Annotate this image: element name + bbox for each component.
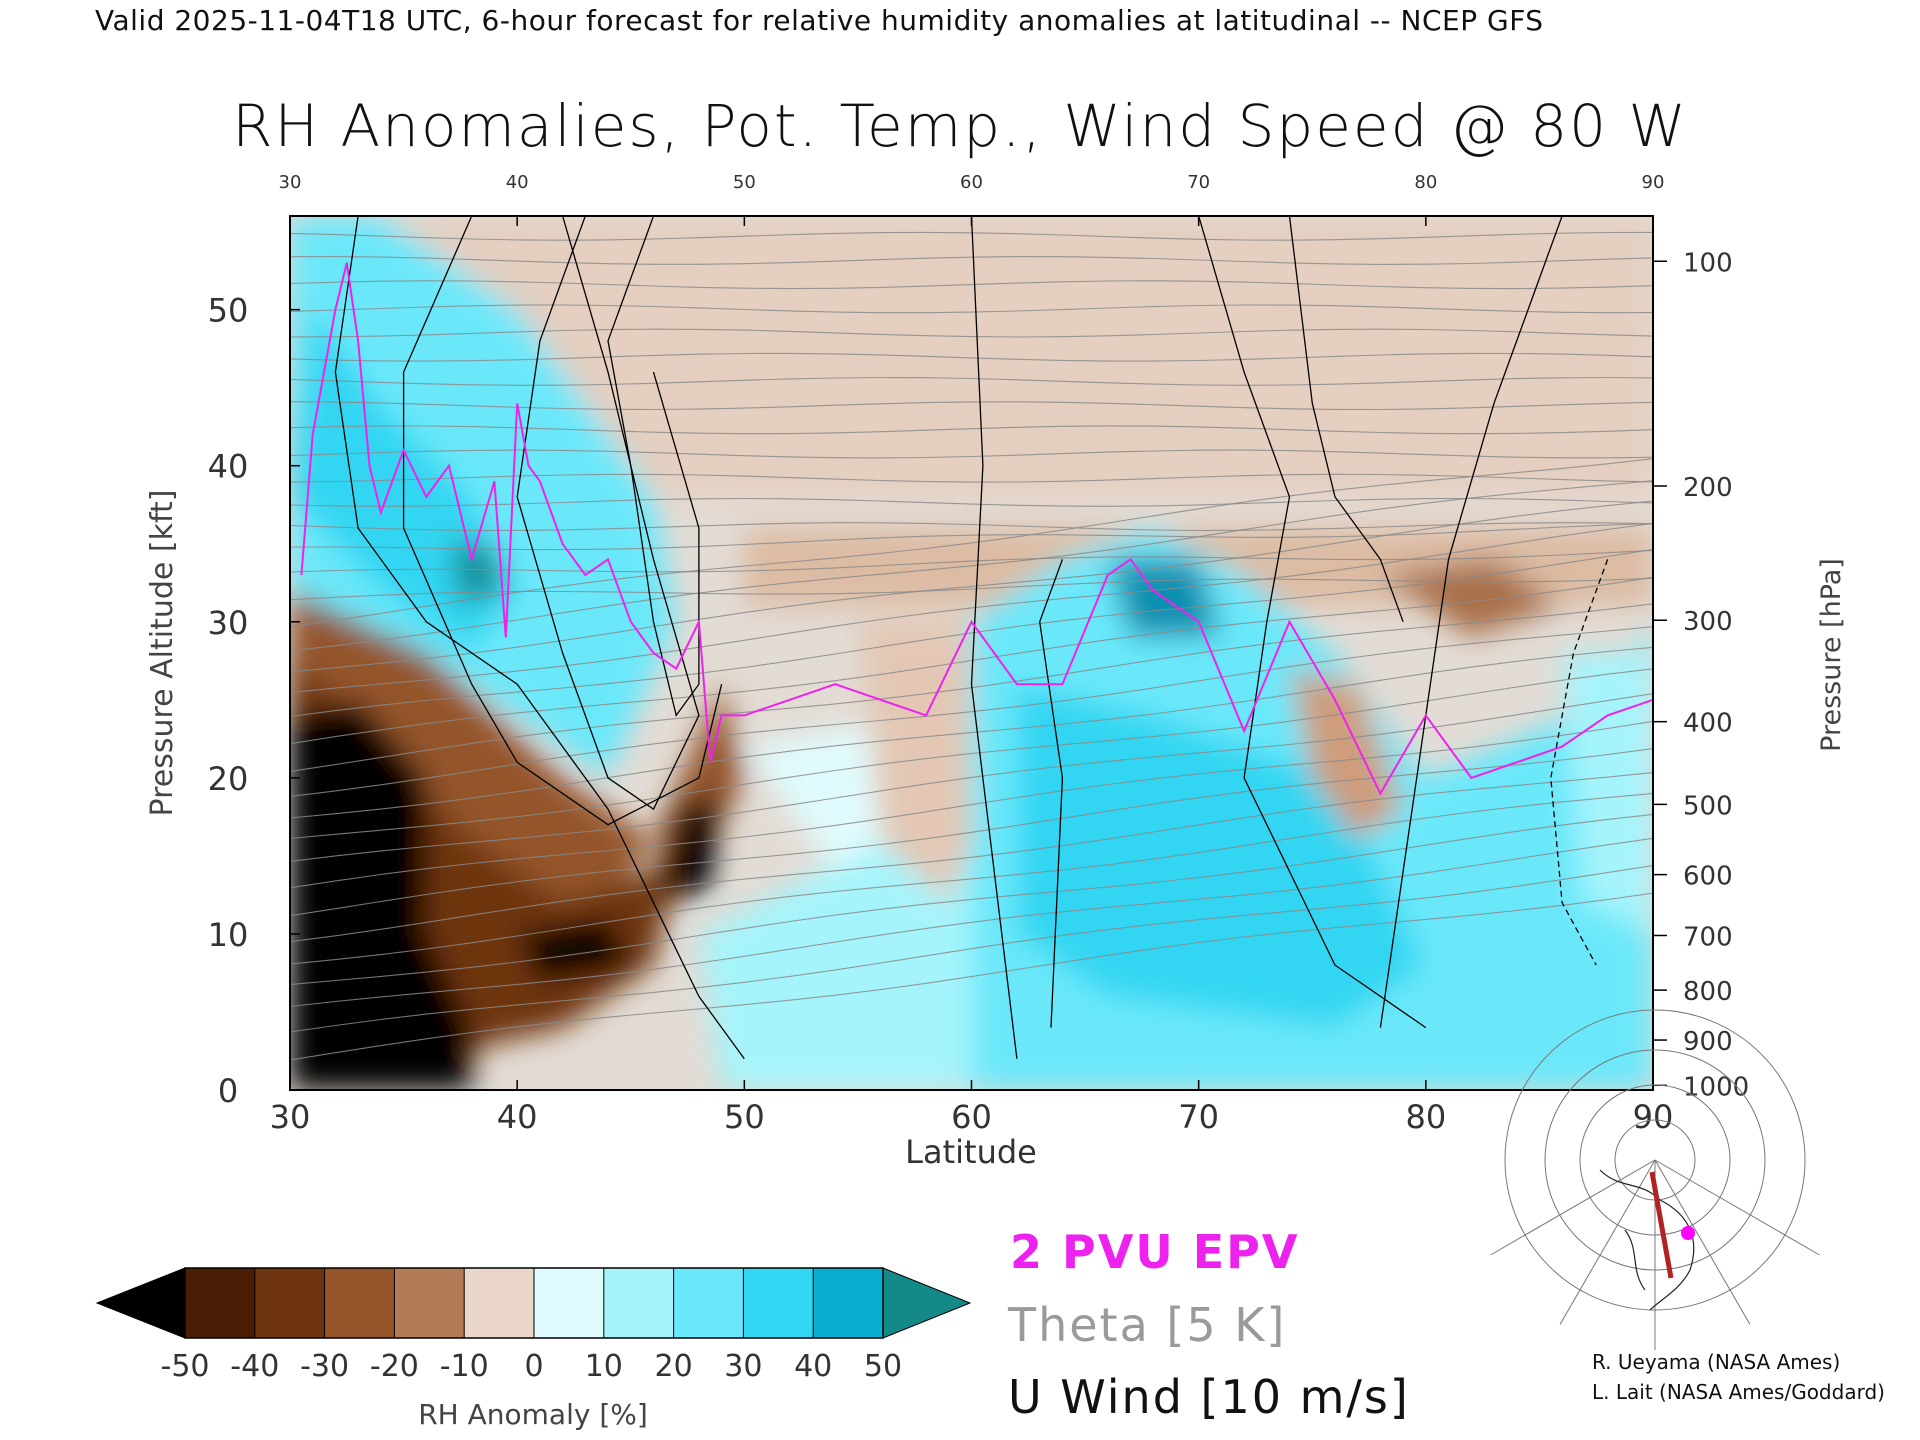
legend-uwind: U Wind [10 m/s] bbox=[1008, 1370, 1410, 1424]
colorbar-tick-label: 0 bbox=[524, 1349, 543, 1384]
x-top-tick-label: 30 bbox=[279, 172, 302, 193]
x-top-tick-label: 90 bbox=[1642, 172, 1665, 193]
inset-frame bbox=[1552, 1162, 1748, 1312]
colorbar-tick-label: -30 bbox=[300, 1349, 349, 1384]
u-wind-contours bbox=[334, 216, 1609, 1060]
y-tick-label: 20 bbox=[208, 760, 249, 798]
rh-anomaly-field bbox=[290, 216, 1653, 1090]
colorbar-over bbox=[882, 1267, 972, 1339]
colorbar-segment bbox=[673, 1268, 744, 1338]
y-tick-label: 0 bbox=[218, 1072, 238, 1110]
main-title: RH Anomalies, Pot. Temp., Wind Speed @ 8… bbox=[232, 92, 1688, 160]
y-right-tick-label: 100 bbox=[1683, 248, 1733, 278]
credit-line-2: L. Lait (NASA Ames/Goddard) bbox=[1592, 1380, 1885, 1404]
x-tick-label: 60 bbox=[951, 1098, 992, 1136]
y-right-tick-label: 700 bbox=[1683, 922, 1733, 952]
x-top-tick-label: 80 bbox=[1414, 172, 1437, 193]
inset-track bbox=[1649, 1171, 1674, 1279]
colorbar-segment bbox=[394, 1268, 465, 1338]
x-top-tick-label: 70 bbox=[1187, 172, 1210, 193]
x-tick-label: 40 bbox=[497, 1098, 538, 1136]
y-right-tick-label: 900 bbox=[1683, 1027, 1733, 1057]
y-right-tick-label: 200 bbox=[1683, 473, 1733, 503]
legend-epv: 2 PVU EPV bbox=[1010, 1225, 1300, 1279]
y-axis-label-right: Pressure [hPa] bbox=[1816, 558, 1847, 752]
colorbar-tick-label: -10 bbox=[440, 1349, 489, 1384]
colorbar-tick-label: 50 bbox=[864, 1349, 902, 1384]
y-right-tick-label: 300 bbox=[1683, 607, 1733, 637]
colorbar-under bbox=[95, 1267, 186, 1339]
colorbar-segment bbox=[603, 1268, 674, 1338]
y-axis-label-left: Pressure Altitude [kft] bbox=[145, 490, 180, 817]
colorbar-segment bbox=[813, 1268, 883, 1338]
epv-2pvu-line bbox=[300, 262, 1653, 796]
credit-line-1: R. Ueyama (NASA Ames) bbox=[1592, 1350, 1841, 1374]
colorbar-tick-label: -50 bbox=[161, 1349, 210, 1384]
y-right-tick-label: 800 bbox=[1683, 977, 1733, 1007]
colorbar-tick-label: 10 bbox=[585, 1349, 623, 1384]
rh-colorbar: -50 -40 -30 -20 -10 0 10 20 30 40 50 bbox=[95, 1267, 972, 1384]
legend-theta: Theta [5 K] bbox=[1008, 1298, 1287, 1352]
y-right-tick-label: 600 bbox=[1683, 862, 1733, 892]
colorbar-segment bbox=[534, 1268, 604, 1338]
y-right-tick-label: 500 bbox=[1683, 791, 1733, 821]
x-tick-label: 90 bbox=[1633, 1098, 1674, 1136]
x-tick-label: 50 bbox=[724, 1098, 765, 1136]
colorbar-tick-label: 20 bbox=[655, 1349, 693, 1384]
colorbar-tick-label: -20 bbox=[370, 1349, 419, 1384]
colorbar-segment bbox=[324, 1268, 395, 1338]
x-tick-label: 30 bbox=[270, 1098, 311, 1136]
y-tick-label: 10 bbox=[208, 916, 249, 954]
colorbar-tick-label: 40 bbox=[794, 1349, 832, 1384]
x-axis-label: Latitude bbox=[905, 1133, 1037, 1171]
x-tick-label: 80 bbox=[1405, 1098, 1446, 1136]
colorbar-tick-label: -40 bbox=[230, 1349, 279, 1384]
inset-point bbox=[1681, 1226, 1695, 1240]
x-top-tick-label: 40 bbox=[506, 172, 529, 193]
colorbar-segment bbox=[185, 1268, 255, 1338]
x-tick-label: 70 bbox=[1178, 1098, 1219, 1136]
colorbar-tick-label: 30 bbox=[724, 1349, 762, 1384]
epv-2pvu-path bbox=[300, 262, 1653, 796]
x-top-tick-label: 50 bbox=[733, 172, 756, 193]
theta-contours bbox=[290, 216, 1653, 1061]
inset-map bbox=[1490, 1009, 1820, 1350]
y-tick-label: 50 bbox=[208, 292, 249, 330]
y-tick-label: 40 bbox=[208, 448, 249, 486]
y-tick-label: 30 bbox=[208, 604, 249, 642]
colorbar-segment bbox=[464, 1268, 534, 1338]
colorbar-segment bbox=[254, 1268, 325, 1338]
valid-time-line: Valid 2025-11-04T18 UTC, 6-hour forecast… bbox=[95, 4, 1544, 37]
colorbar-segment bbox=[743, 1268, 814, 1338]
colorbar-label: RH Anomaly [%] bbox=[418, 1398, 648, 1431]
y-right-tick-label: 1000 bbox=[1683, 1072, 1749, 1102]
y-right-tick-label: 400 bbox=[1683, 709, 1733, 739]
x-top-tick-label: 60 bbox=[960, 172, 983, 193]
